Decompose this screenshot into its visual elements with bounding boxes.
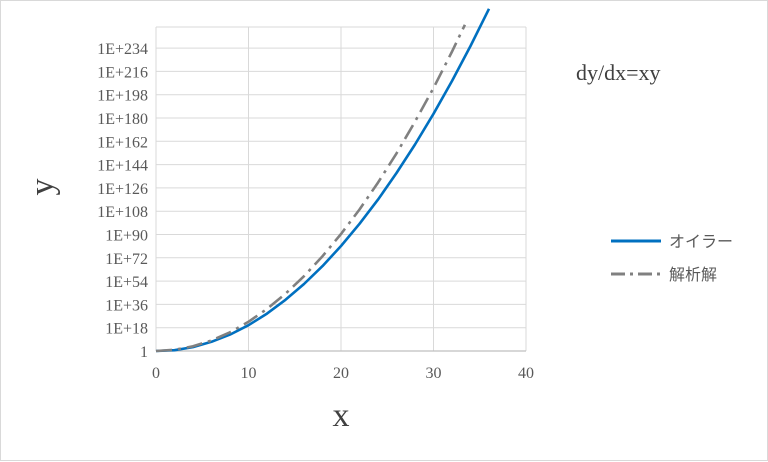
y-tick-label: 1E+162 — [97, 134, 148, 151]
x-tick-labels: 0 10 20 30 40 — [152, 365, 534, 382]
y-tick-label: 1E+54 — [105, 274, 148, 291]
legend: オイラー 解析解 — [611, 232, 733, 284]
grid-lines — [155, 26, 527, 352]
chart-title: dy/dx=xy — [576, 60, 661, 85]
y-tick-label: 1E+180 — [97, 111, 148, 128]
y-tick-labels: 1 1E+18 1E+36 1E+54 1E+72 1E+90 1E+108 1E+126 1E… — [97, 41, 148, 361]
y-tick-label: 1E+234 — [97, 41, 148, 58]
plot-area — [155, 8, 491, 353]
series-line-analytic — [155, 24, 467, 353]
legend-label-analytic: 解析解 — [669, 265, 717, 284]
x-tick-label: 20 — [333, 365, 349, 382]
series-line-euler — [155, 8, 491, 353]
y-tick-label: 1E+108 — [97, 204, 148, 221]
x-tick-label: 30 — [426, 365, 442, 382]
y-tick-label: 1E+72 — [105, 251, 148, 268]
y-tick-label: 1E+198 — [97, 88, 148, 105]
x-tick-label: 40 — [518, 365, 534, 382]
y-tick-label: 1E+18 — [105, 321, 148, 338]
x-axis-title: x — [333, 397, 350, 434]
x-tick-label: 10 — [241, 365, 257, 382]
y-tick-label: 1E+126 — [97, 181, 148, 198]
x-tick-label: 0 — [152, 365, 160, 382]
y-tick-label: 1E+90 — [105, 228, 148, 245]
y-tick-label: 1 — [140, 344, 148, 361]
y-tick-label: 1E+36 — [105, 297, 148, 314]
y-tick-label: 1E+216 — [97, 64, 148, 81]
y-axis-title: y — [24, 179, 61, 196]
y-tick-label: 1E+144 — [97, 158, 148, 175]
legend-label-euler: オイラー — [669, 232, 733, 251]
